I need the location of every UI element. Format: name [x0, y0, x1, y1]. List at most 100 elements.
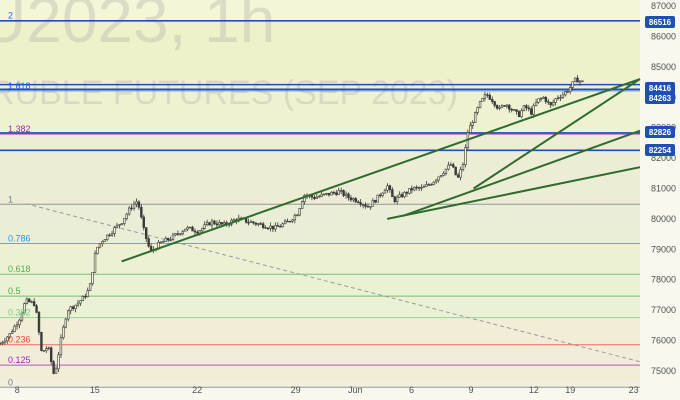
candle-body	[532, 105, 535, 115]
candle-body	[176, 233, 180, 235]
candle-body	[393, 196, 396, 203]
candle-body	[110, 233, 114, 236]
candle-body	[434, 179, 438, 183]
candle-body	[359, 202, 362, 205]
candle-body	[422, 186, 426, 188]
candle-body	[174, 233, 177, 236]
candle-body	[420, 186, 423, 189]
candle-body	[483, 94, 487, 99]
candle-body	[374, 200, 377, 203]
price-tag	[645, 16, 675, 28]
candle-body	[88, 283, 92, 291]
candle-body	[276, 225, 279, 227]
candle-body	[469, 125, 472, 133]
candle-body	[456, 174, 460, 178]
candle-body	[103, 239, 106, 242]
candle-body	[425, 184, 428, 187]
candle-body	[266, 227, 270, 230]
candle-body	[571, 81, 574, 88]
candle-body	[464, 147, 467, 165]
candle-body	[166, 237, 170, 241]
fib-level-label: 0.5	[8, 286, 21, 296]
candle-body	[18, 319, 21, 326]
candle-body	[213, 220, 216, 225]
candle-body	[430, 184, 433, 186]
candle-body	[244, 218, 248, 223]
fib-level-label: 1	[8, 194, 13, 204]
candle-body	[291, 219, 294, 222]
candle-body	[576, 77, 579, 83]
y-tick-label: 77000	[651, 305, 676, 315]
candle-body	[183, 228, 187, 232]
candle-body	[376, 194, 379, 203]
candle-body	[454, 166, 457, 176]
x-tick-label: 9	[469, 385, 474, 395]
y-tick-label: 81000	[651, 183, 676, 193]
candle-body	[123, 218, 126, 224]
candle-body	[556, 97, 560, 99]
candle-body	[378, 194, 382, 197]
candle-body	[386, 185, 389, 191]
fib-level-label: 0.236	[8, 335, 31, 345]
candle-body	[62, 326, 65, 338]
candle-body	[503, 105, 506, 107]
x-tick-label: Jun	[348, 385, 363, 395]
x-tick-label: 6	[409, 385, 414, 395]
x-tick-label: 12	[529, 385, 539, 395]
fib-zone	[0, 20, 640, 91]
candle-body	[145, 227, 148, 239]
trend-line	[121, 78, 641, 263]
candle-body	[271, 225, 275, 230]
price-lines	[0, 19, 640, 152]
candle-body	[427, 184, 431, 186]
candle-body	[369, 205, 372, 208]
candle-body	[37, 312, 41, 333]
candle-body	[551, 102, 555, 106]
candle-body	[247, 222, 250, 224]
candle-body	[140, 206, 143, 218]
candle-body	[325, 192, 328, 195]
candle-body	[354, 198, 357, 203]
candle-body	[8, 333, 11, 338]
candle-body	[281, 223, 284, 227]
candle-body	[549, 102, 552, 106]
candle-body	[491, 99, 494, 102]
candle-body	[473, 112, 477, 123]
candle-body	[269, 225, 272, 229]
candle-body	[35, 305, 38, 313]
candle-body	[537, 98, 540, 103]
candle-body	[220, 222, 223, 225]
candle-body	[49, 347, 53, 362]
candle-body	[108, 234, 111, 237]
candle-body	[6, 336, 9, 342]
candle-body	[32, 301, 36, 307]
trend-line	[386, 166, 641, 220]
candle-body	[215, 223, 219, 226]
fib-zone	[0, 204, 640, 244]
candle-body	[98, 243, 102, 248]
candle-body	[28, 298, 31, 303]
candle-body	[417, 187, 421, 189]
candle-body	[581, 80, 584, 82]
candle-body	[500, 105, 504, 108]
candle-body	[439, 175, 443, 178]
candle-body	[447, 164, 450, 170]
candle-body	[181, 230, 184, 235]
candle-body	[232, 219, 236, 221]
y-tick-label: 79000	[651, 244, 676, 254]
candle-body	[196, 231, 199, 234]
x-tick-label: 19	[565, 385, 575, 395]
candle-body	[74, 304, 77, 310]
price-axis-background	[640, 0, 680, 400]
candle-body	[498, 106, 501, 109]
candle-body	[147, 238, 150, 247]
candle-body	[15, 324, 19, 327]
candle-body	[218, 222, 221, 226]
candle-body	[391, 189, 394, 198]
candle-body	[257, 223, 260, 225]
candle-body	[542, 96, 545, 99]
candle-body	[45, 348, 48, 352]
watermark-line1: U2023, 1h	[0, 0, 275, 56]
